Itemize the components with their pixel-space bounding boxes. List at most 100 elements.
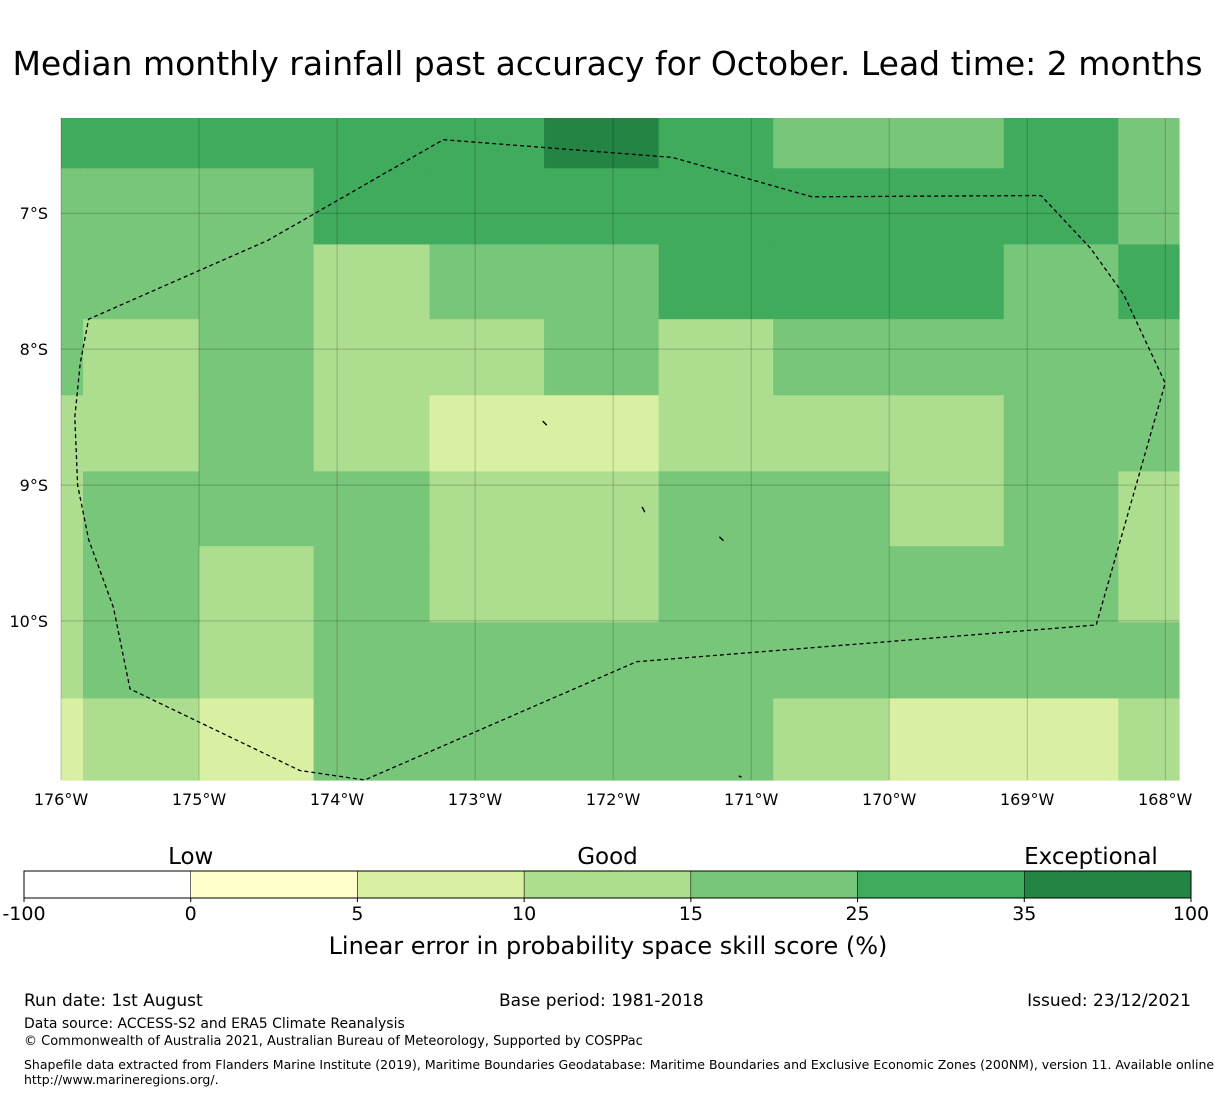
grid-cell	[773, 244, 890, 320]
longitude-tick-label: 168°W	[1138, 790, 1193, 809]
grid-cell	[83, 698, 200, 781]
grid-cell	[313, 622, 431, 700]
grid-cell	[889, 395, 1005, 473]
grid-cell	[199, 698, 315, 781]
grid-cell	[1003, 168, 1119, 246]
longitude-tick-label: 174°W	[310, 790, 365, 809]
copyright: © Commonwealth of Australia 2021, Austra…	[24, 1034, 643, 1049]
grid-cell	[1003, 471, 1119, 547]
data-source: Data source: ACCESS-S2 and ERA5 Climate …	[24, 1016, 405, 1032]
colorbar-title: Linear error in probability space skill …	[329, 932, 888, 960]
shapefile-credit: Shapefile data extracted from Flanders M…	[24, 1057, 1215, 1087]
grid-cell	[199, 395, 315, 473]
grid-cell	[83, 622, 200, 700]
grid-cell	[313, 546, 431, 623]
grid-cell	[773, 395, 890, 473]
grid-cell	[83, 118, 200, 169]
colorbar-swatch	[190, 870, 358, 899]
shapefile-credit-line1: Shapefile data extracted from Flanders M…	[24, 1057, 1215, 1072]
grid-cell	[199, 319, 315, 396]
grid-cell	[1003, 698, 1119, 781]
colorbar-swatch	[690, 870, 858, 899]
grid-cell	[199, 471, 315, 547]
grid-cell	[658, 244, 774, 320]
grid-cell	[544, 546, 660, 623]
grid-cell	[1003, 118, 1119, 169]
grid-cell	[313, 118, 431, 169]
issued-date: Issued: 23/12/2021	[1027, 991, 1191, 1011]
longitude-tick-label: 173°W	[448, 790, 503, 809]
grid-cell	[658, 168, 774, 246]
longitude-labels: 176°W 175°W 174°W 173°W 172°W 171°W 170°W 169°W…	[34, 790, 1193, 809]
grid-cell	[1003, 244, 1119, 320]
map-title: Median monthly rainfall past accuracy fo…	[12, 44, 1203, 83]
grid-cell	[658, 471, 774, 547]
grid-cell	[61, 244, 84, 320]
grid-cell	[889, 546, 1005, 623]
grid-cell	[199, 244, 315, 320]
grid-cell	[61, 471, 84, 547]
colorbar-tick-label: -100	[2, 903, 45, 925]
grid-cell	[429, 244, 545, 320]
grid-cell	[199, 546, 315, 623]
island-outline	[738, 775, 742, 778]
grid-cell	[544, 319, 660, 396]
grid-cell	[199, 168, 315, 246]
grid-cell	[889, 168, 1005, 246]
grid-cell	[1118, 168, 1180, 246]
grid-cell	[61, 698, 84, 781]
grid-cell	[199, 118, 315, 169]
grid-cell	[83, 319, 200, 396]
base-period: Base period: 1981-2018	[499, 991, 704, 1011]
grid-cell	[1118, 118, 1180, 169]
colorbar-swatch	[23, 870, 191, 899]
grid-cell	[889, 319, 1005, 396]
grid-cell	[429, 395, 545, 473]
grid-cell	[429, 471, 545, 547]
longitude-tick-label: 171°W	[724, 790, 779, 809]
latitude-tick-label: 7°S	[20, 204, 48, 223]
shapefile-credit-line2: http://www.marineregions.org/.	[24, 1072, 219, 1087]
colorbar-swatch	[357, 870, 525, 899]
grid-cell	[313, 698, 431, 781]
grid-cell	[1003, 395, 1119, 473]
grid-cell	[313, 168, 431, 246]
latitude-labels: 7°S 8°S 9°S 10°S	[9, 204, 48, 631]
colorbar-category-label: Good	[577, 844, 638, 870]
grid-cell	[61, 168, 84, 246]
grid-cell	[658, 546, 774, 623]
grid-cell	[658, 118, 774, 169]
longitude-tick-label: 176°W	[34, 790, 89, 809]
graticule	[60, 118, 1179, 780]
grid-cell	[544, 168, 660, 246]
longitude-tick-label: 169°W	[1000, 790, 1055, 809]
longitude-tick-label: 175°W	[172, 790, 227, 809]
grid-cell	[429, 698, 545, 781]
grid-cell	[61, 118, 84, 169]
grid-cell	[773, 546, 890, 623]
grid-cell	[1118, 622, 1180, 700]
grid-cell	[61, 546, 84, 623]
grid-cell	[83, 471, 200, 547]
grid-cell	[83, 168, 200, 246]
grid-cell	[544, 395, 660, 473]
colorbar-frame	[23, 870, 1192, 899]
grid-cell	[544, 118, 660, 169]
island-outline	[641, 506, 646, 513]
grid-cell	[773, 118, 890, 169]
eez-boundary-line	[74, 139, 1166, 781]
grid-cell	[61, 622, 84, 700]
grid-cell	[544, 471, 660, 547]
colorbar-swatch	[523, 870, 692, 899]
latitude-tick-label: 8°S	[20, 340, 48, 359]
colorbar-tick-label: 100	[1173, 903, 1209, 925]
grid-cell	[773, 698, 890, 781]
grid-cell	[83, 244, 200, 320]
grid-cell	[1118, 319, 1180, 396]
grid-cell	[889, 698, 1005, 781]
longitude-tick-label: 172°W	[586, 790, 641, 809]
grid-cell	[1003, 546, 1119, 623]
grid-cell	[83, 395, 200, 473]
grid-cell	[889, 244, 1005, 320]
